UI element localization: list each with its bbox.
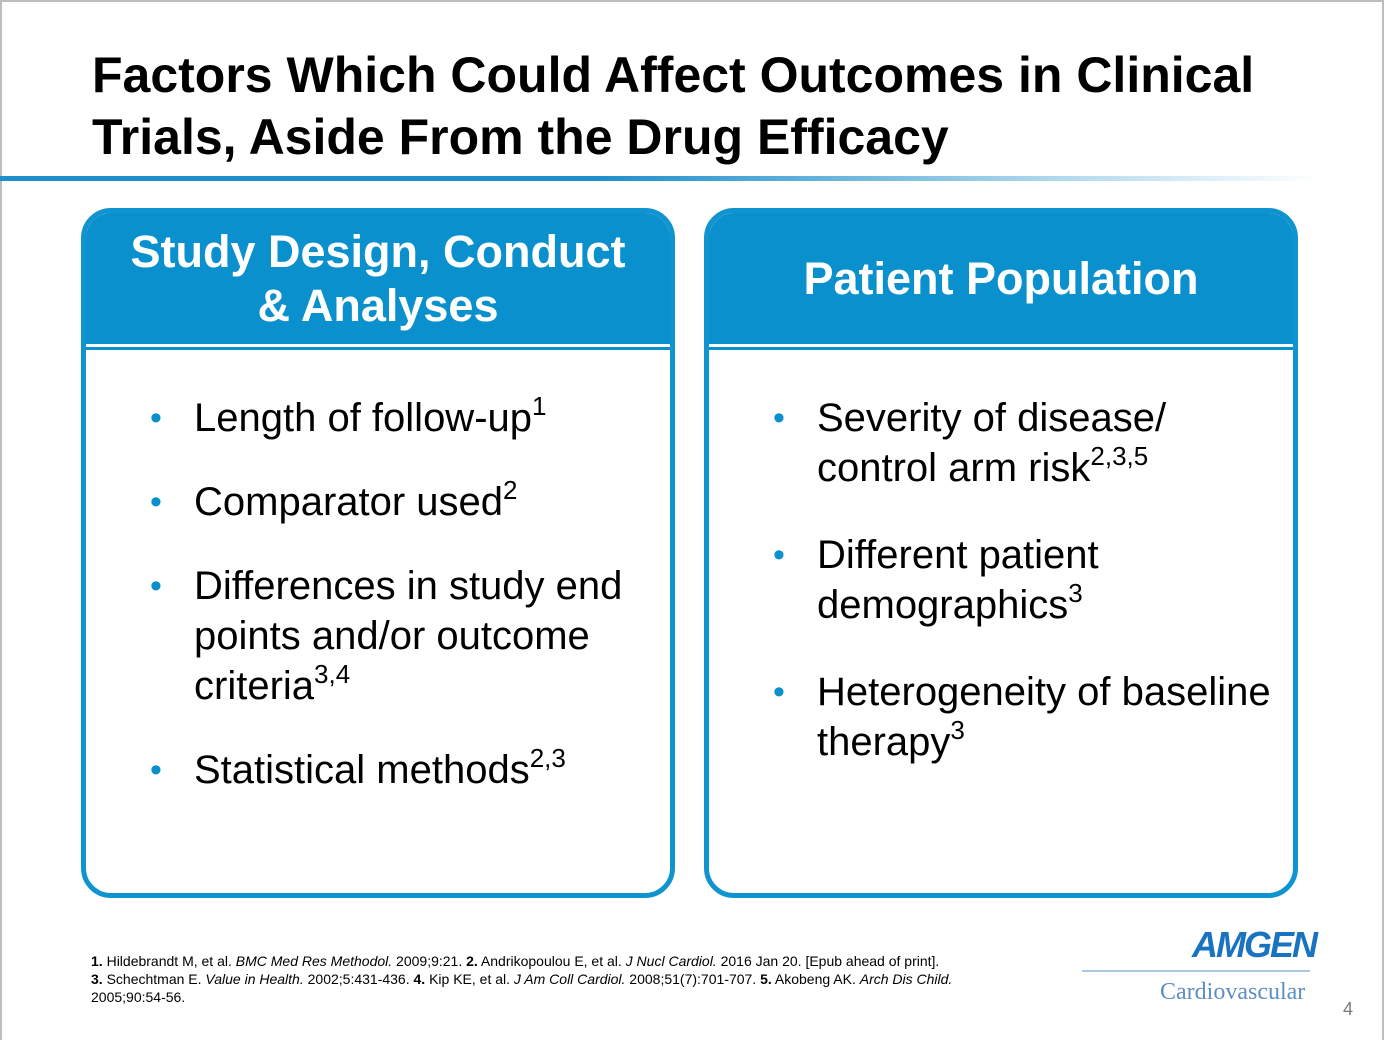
study-design-panel: Study Design, Conduct & Analyses • Lengt…: [81, 208, 675, 898]
ref-number: 4.: [413, 971, 426, 987]
reference-superscript: 3: [1068, 578, 1083, 608]
list-item-text: Comparator used: [194, 480, 504, 524]
logo-divider: [1082, 970, 1310, 972]
slide-border-right: [1382, 0, 1384, 1040]
references: 1. Hildebrandt M, et al. BMC Med Res Met…: [91, 952, 1071, 1006]
list-item: • Heterogeneity of baseline therapy3: [769, 667, 1273, 767]
patient-population-heading: Patient Population: [803, 252, 1199, 304]
reference-superscript: 3,4: [314, 659, 351, 689]
bullet-icon: •: [150, 483, 162, 521]
slide-border-left: [0, 0, 2, 1040]
ref-authors: Kip KE, et al.: [425, 971, 514, 987]
bullet-icon: •: [773, 536, 785, 574]
list-item: • Different patient demographics3: [769, 530, 1273, 630]
list-item: • Statistical methods2,3: [146, 745, 650, 795]
study-design-heading-line2: & Analyses: [257, 279, 499, 331]
reference-superscript: 2,3,5: [1090, 441, 1149, 471]
list-item: • Comparator used2: [146, 477, 650, 527]
list-item-text: Differences in study end points and/or o…: [194, 564, 623, 708]
ref-journal: Value in Health.: [205, 971, 304, 987]
list-item-text: Severity of disease/ control arm risk: [817, 396, 1167, 490]
ref-details: 2002;5:431-436.: [303, 971, 414, 987]
list-item: • Differences in study end points and/or…: [146, 561, 650, 711]
ref-journal: J Nucl Cardiol.: [625, 953, 717, 969]
bullet-icon: •: [150, 751, 162, 789]
bullet-icon: •: [150, 399, 162, 437]
ref-details: 2005;90:54-56.: [91, 989, 186, 1005]
reference-superscript: 2,3: [529, 743, 566, 773]
ref-journal: J Am Coll Cardiol.: [513, 971, 626, 987]
title-divider: [0, 176, 1320, 181]
list-item: • Length of follow-up1: [146, 393, 650, 443]
list-item-text: Different patient demographics: [817, 533, 1099, 627]
list-item-text: Heterogeneity of baseline therapy: [817, 670, 1271, 764]
patient-population-list: • Severity of disease/ control arm risk2…: [769, 393, 1273, 804]
ref-number: 2.: [466, 953, 478, 969]
ref-number: 5.: [760, 971, 772, 987]
list-item: • Severity of disease/ control arm risk2…: [769, 393, 1273, 493]
ref-authors: Hildebrandt M, et al.: [102, 953, 236, 969]
study-design-heading-line1: Study Design, Conduct: [130, 225, 626, 277]
list-item-text: Length of follow-up: [194, 396, 533, 440]
patient-population-panel: Patient Population • Severity of disease…: [704, 208, 1298, 898]
reference-superscript: 1: [532, 391, 547, 421]
study-design-panel-header: Study Design, Conduct & Analyses: [86, 213, 670, 347]
reference-superscript: 3: [950, 715, 965, 745]
ref-details: 2008;51(7):701-707.: [625, 971, 761, 987]
study-design-list: • Length of follow-up1 • Comparator used…: [146, 393, 650, 829]
ref-journal: BMC Med Res Methodol.: [235, 953, 393, 969]
slide-border-top: [0, 0, 1384, 2]
ref-details: 2016 Jan 20. [Epub ahead of print].: [716, 953, 940, 969]
amgen-logo: AMGEN: [1192, 924, 1318, 965]
bullet-icon: •: [773, 673, 785, 711]
ref-details: 2009;9:21.: [392, 953, 467, 969]
bullet-icon: •: [773, 399, 785, 437]
patient-population-panel-header: Patient Population: [709, 213, 1293, 347]
ref-number: 3.: [91, 971, 103, 987]
reference-superscript: 2: [503, 475, 518, 505]
ref-number: 1.: [91, 953, 103, 969]
slide-title: Factors Which Could Affect Outcomes in C…: [92, 47, 1255, 165]
ref-journal: Arch Dis Child.: [859, 971, 953, 987]
list-item-text: Statistical methods: [194, 748, 530, 792]
page-number: 4: [1343, 999, 1354, 1019]
ref-authors: Schechtman E.: [102, 971, 206, 987]
logo-subtitle: Cardiovascular: [1160, 979, 1306, 1005]
bullet-icon: •: [150, 567, 162, 605]
ref-authors: Akobeng AK.: [771, 971, 860, 987]
ref-authors: Andrikopoulou E, et al.: [477, 953, 626, 969]
